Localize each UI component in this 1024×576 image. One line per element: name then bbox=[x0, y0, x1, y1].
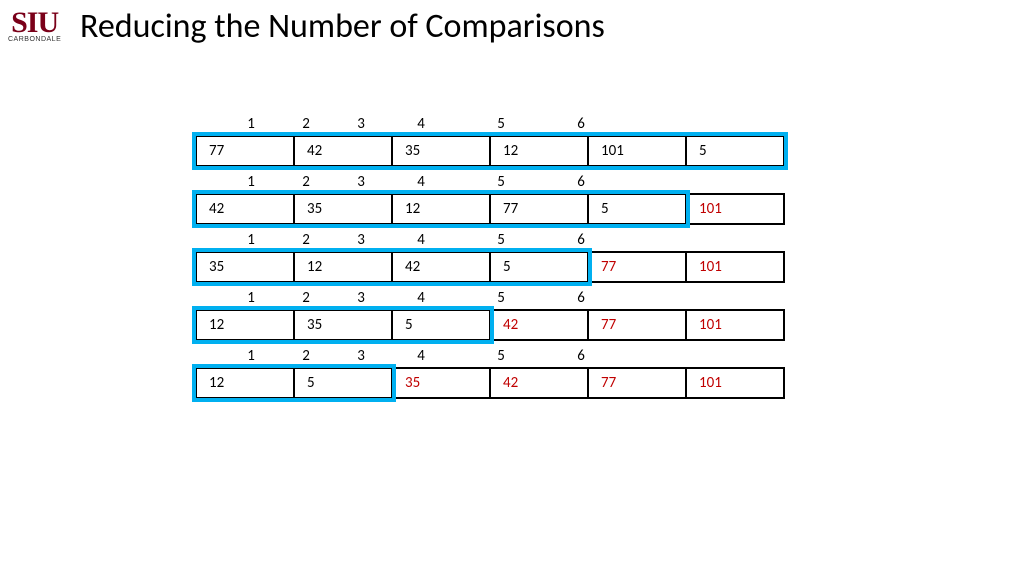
index-label: 6 bbox=[571, 289, 591, 307]
array-cell: 5 bbox=[685, 135, 785, 167]
index-label: 5 bbox=[491, 289, 511, 307]
array-cell: 42 bbox=[489, 309, 589, 341]
index-label: 2 bbox=[296, 231, 316, 249]
index-row: 1 2 3 4 5 6 bbox=[211, 231, 785, 251]
logo-main: SIU bbox=[11, 6, 58, 39]
array-row: 125354277101 bbox=[195, 367, 785, 399]
array-row-block: 123456774235121015 bbox=[195, 115, 785, 167]
index-label: 6 bbox=[571, 173, 591, 191]
array-cell: 12 bbox=[293, 251, 393, 283]
index-label: 2 bbox=[296, 173, 316, 191]
array-cell: 12 bbox=[489, 135, 589, 167]
index-label: 4 bbox=[411, 231, 431, 249]
array-cell: 12 bbox=[391, 193, 491, 225]
array-row-block: 123456125354277101 bbox=[195, 347, 785, 399]
array-cell: 42 bbox=[293, 135, 393, 167]
index-label: 6 bbox=[571, 115, 591, 133]
page-title: Reducing the Number of Comparisons bbox=[80, 6, 605, 47]
array-cell: 42 bbox=[489, 367, 589, 399]
array-cell: 12 bbox=[195, 309, 295, 341]
index-label: 2 bbox=[296, 289, 316, 307]
array-cell: 77 bbox=[489, 193, 589, 225]
array-cell: 101 bbox=[587, 135, 687, 167]
index-label: 3 bbox=[351, 231, 371, 249]
array-row-block: 123456123554277101 bbox=[195, 289, 785, 341]
array-row-block: 123456423512775101 bbox=[195, 173, 785, 225]
array-cell: 42 bbox=[391, 251, 491, 283]
array-row: 123554277101 bbox=[195, 309, 785, 341]
array-row: 774235121015 bbox=[195, 135, 785, 167]
index-label: 5 bbox=[491, 231, 511, 249]
index-label: 4 bbox=[411, 347, 431, 365]
logo-sub: CARBONDALE bbox=[8, 36, 61, 43]
array-cell: 77 bbox=[587, 367, 687, 399]
array-cell: 35 bbox=[293, 193, 393, 225]
array-cell: 5 bbox=[293, 367, 393, 399]
index-label: 6 bbox=[571, 347, 591, 365]
array-cell: 35 bbox=[293, 309, 393, 341]
array-cell: 5 bbox=[391, 309, 491, 341]
index-row: 1 2 3 4 5 6 bbox=[211, 173, 785, 193]
index-label: 5 bbox=[491, 173, 511, 191]
array-cell: 77 bbox=[195, 135, 295, 167]
index-label: 1 bbox=[241, 231, 261, 249]
array-cell: 42 bbox=[195, 193, 295, 225]
array-cell: 77 bbox=[587, 251, 687, 283]
index-label: 2 bbox=[296, 115, 316, 133]
index-label: 3 bbox=[351, 289, 371, 307]
array-cell: 5 bbox=[587, 193, 687, 225]
index-label: 1 bbox=[241, 115, 261, 133]
index-label: 3 bbox=[351, 173, 371, 191]
array-cell: 101 bbox=[685, 367, 785, 399]
index-row: 1 2 3 4 5 6 bbox=[211, 289, 785, 309]
array-cell: 35 bbox=[195, 251, 295, 283]
array-row: 423512775101 bbox=[195, 193, 785, 225]
index-label: 1 bbox=[241, 173, 261, 191]
index-label: 4 bbox=[411, 115, 431, 133]
array-cell: 5 bbox=[489, 251, 589, 283]
array-cell: 35 bbox=[391, 367, 491, 399]
logo: SIU CARBONDALE bbox=[8, 8, 61, 43]
index-row: 1 2 3 4 5 6 bbox=[211, 115, 785, 135]
index-label: 4 bbox=[411, 289, 431, 307]
index-row: 1 2 3 4 5 6 bbox=[211, 347, 785, 367]
array-cell: 77 bbox=[587, 309, 687, 341]
array-cell: 35 bbox=[391, 135, 491, 167]
index-label: 5 bbox=[491, 115, 511, 133]
index-label: 3 bbox=[351, 115, 371, 133]
array-cell: 101 bbox=[685, 309, 785, 341]
index-label: 3 bbox=[351, 347, 371, 365]
array-row-block: 123456351242577101 bbox=[195, 231, 785, 283]
array-row: 351242577101 bbox=[195, 251, 785, 283]
array-cell: 101 bbox=[685, 251, 785, 283]
index-label: 6 bbox=[571, 231, 591, 249]
index-label: 5 bbox=[491, 347, 511, 365]
array-cell: 12 bbox=[195, 367, 295, 399]
index-label: 1 bbox=[241, 289, 261, 307]
index-label: 1 bbox=[241, 347, 261, 365]
array-cell: 101 bbox=[685, 193, 785, 225]
arrays-container: 1234567742351210151234564235127751011234… bbox=[195, 115, 785, 405]
index-label: 4 bbox=[411, 173, 431, 191]
index-label: 2 bbox=[296, 347, 316, 365]
